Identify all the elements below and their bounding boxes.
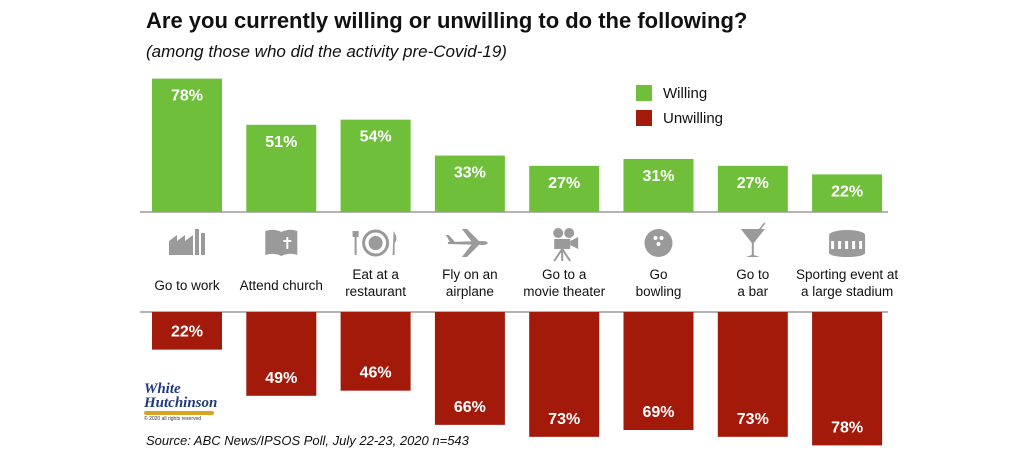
unwilling-data-label: 49% bbox=[265, 370, 297, 387]
legend-swatch-willing bbox=[636, 85, 652, 101]
unwilling-data-label: 73% bbox=[737, 411, 769, 428]
category-label: Go to work bbox=[154, 278, 220, 293]
unwilling-bar bbox=[623, 312, 694, 430]
willing-bar bbox=[434, 155, 505, 212]
willing-bar bbox=[623, 158, 694, 212]
logo-line-1: White bbox=[144, 381, 181, 397]
cocktail-icon bbox=[740, 222, 766, 257]
unwilling-bar bbox=[246, 312, 317, 396]
willing-bar bbox=[717, 165, 788, 212]
white-hutchinson-logo: White Hutchinson © 2020 all rights reser… bbox=[144, 381, 240, 431]
airplane-icon bbox=[445, 229, 488, 257]
willing-data-label: 22% bbox=[831, 183, 863, 200]
plate-icon bbox=[352, 229, 397, 257]
legend: Willing Unwilling bbox=[636, 85, 723, 127]
legend-label-unwilling: Unwilling bbox=[663, 110, 723, 127]
logo-line-2: Hutchinson bbox=[144, 395, 218, 411]
unwilling-bar bbox=[812, 312, 883, 446]
chart-title: Are you currently willing or unwilling t… bbox=[146, 8, 748, 33]
willing-data-label: 27% bbox=[548, 175, 580, 192]
category-label: Attend church bbox=[240, 278, 323, 293]
logo-swoosh bbox=[144, 411, 214, 415]
willing-bar bbox=[812, 174, 883, 212]
unwilling-data-label: 78% bbox=[831, 419, 863, 436]
willing-bar bbox=[340, 119, 411, 212]
unwilling-data-label: 69% bbox=[642, 404, 674, 421]
source-note: Source: ABC News/IPSOS Poll, July 22-23,… bbox=[146, 433, 469, 448]
logo-copyright: © 2020 all rights reserved bbox=[144, 416, 202, 422]
willing-data-label: 51% bbox=[265, 134, 297, 151]
stadium-icon bbox=[829, 230, 866, 257]
bible-icon bbox=[265, 229, 298, 256]
willing-data-label: 54% bbox=[360, 129, 392, 146]
category-label: Go bowling bbox=[636, 267, 682, 299]
chart-subtitle: (among those who did the activity pre-Co… bbox=[146, 42, 507, 61]
unwilling-bar bbox=[529, 312, 600, 437]
factory-icon bbox=[169, 229, 205, 255]
willing-data-label: 27% bbox=[737, 175, 769, 192]
willing-data-label: 33% bbox=[454, 165, 486, 182]
category-label: Go to a bar bbox=[736, 267, 769, 299]
unwilling-bar bbox=[717, 312, 788, 437]
unwilling-bar bbox=[434, 312, 505, 425]
willing-bar bbox=[529, 165, 600, 212]
unwilling-data-label: 46% bbox=[360, 365, 392, 382]
legend-swatch-unwilling bbox=[636, 110, 652, 126]
movie-camera-icon bbox=[553, 228, 579, 262]
unwilling-data-label: 22% bbox=[171, 324, 203, 341]
unwilling-data-label: 66% bbox=[454, 399, 486, 416]
willing-data-label: 31% bbox=[642, 168, 674, 185]
category-label: Sporting event at a large stadium bbox=[796, 267, 898, 299]
category-label: Fly on an airplane bbox=[442, 267, 498, 299]
bowling-ball-icon bbox=[644, 229, 673, 257]
category-label: Go to a movie theater bbox=[523, 267, 605, 299]
unwilling-bar bbox=[340, 312, 411, 391]
unwilling-bar bbox=[152, 312, 222, 350]
unwilling-data-label: 73% bbox=[548, 411, 580, 428]
willing-data-label: 78% bbox=[171, 88, 203, 105]
category-label: Eat at a restaurant bbox=[345, 267, 406, 299]
willing-bar bbox=[246, 124, 317, 212]
willing-bar bbox=[152, 78, 222, 213]
legend-label-willing: Willing bbox=[663, 85, 707, 102]
